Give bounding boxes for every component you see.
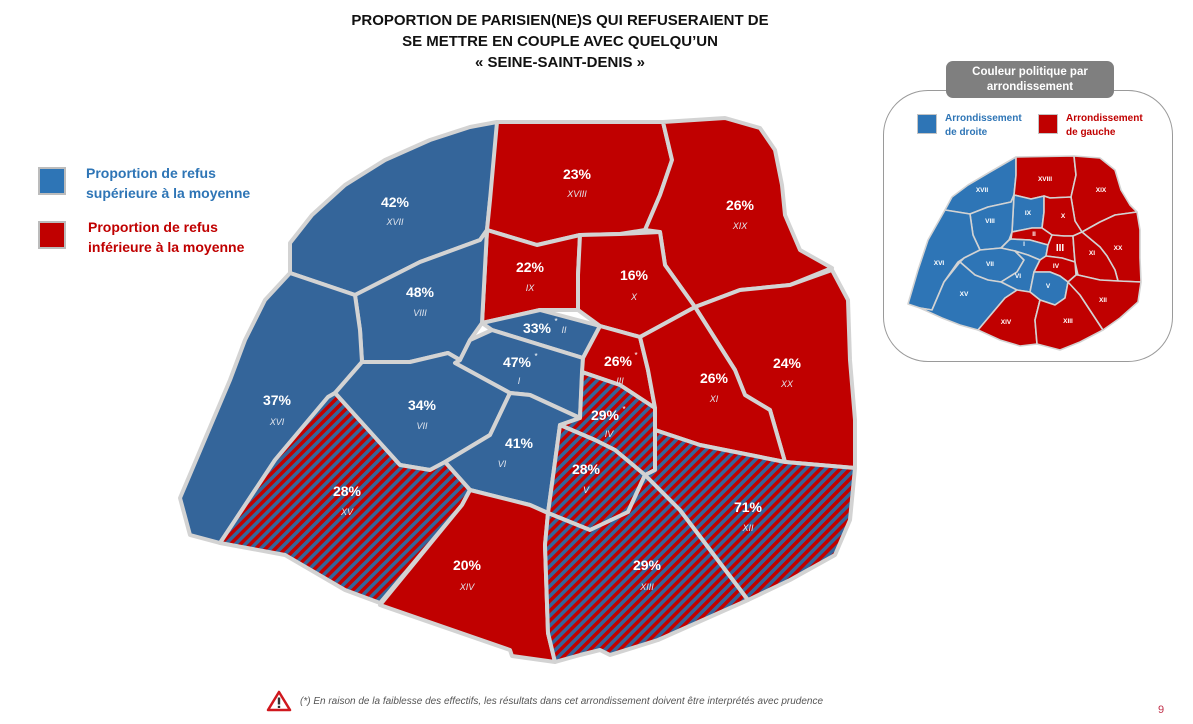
inset-roman-XVI: XVI <box>934 260 945 267</box>
inset-roman-VI: VI <box>1015 273 1021 280</box>
roman-XII: XII <box>741 523 754 533</box>
inset-legend-left: Arrondissement de gauche <box>1038 112 1143 140</box>
inset-roman-XI: XI <box>1089 250 1095 257</box>
roman-XVIII: XVIII <box>566 189 587 199</box>
roman-IX: IX <box>526 283 536 293</box>
pct-IX: 22% <box>516 259 545 275</box>
pct-V: 28% <box>572 461 601 477</box>
inset-roman-X: X <box>1061 213 1066 220</box>
legend-swatch-red <box>38 221 66 249</box>
inset-roman-II: II <box>1032 231 1036 238</box>
title-line-3: « SEINE-SAINT-DENIS » <box>474 54 646 71</box>
inset-roman-XX: XX <box>1114 245 1123 252</box>
pct-XIV: 20% <box>453 557 482 573</box>
inset-left-line1: Arrondissement <box>1066 113 1143 124</box>
roman-XIII: XIII <box>639 582 654 592</box>
warning-icon <box>266 690 292 712</box>
roman-VIII: VIII <box>413 308 427 318</box>
roman-XI: XI <box>709 394 719 404</box>
pct-XX: 24% <box>773 355 802 371</box>
inset-labels: XVII XVIII XIX IX X VIII II I III XI XX … <box>934 176 1123 326</box>
pct-XV: 28% <box>333 483 362 499</box>
legend-above-line1: Proportion de refus <box>86 165 216 181</box>
roman-XVI: XVI <box>269 417 285 427</box>
legend-below-line1: Proportion de refus <box>88 219 218 235</box>
district-XIII[interactable] <box>543 473 750 664</box>
pct-X: 16% <box>620 267 649 283</box>
footnote: (*) En raison de la faiblesse des effect… <box>266 690 823 712</box>
inset-roman-IV: IV <box>1053 263 1060 270</box>
star-III: * <box>634 351 637 360</box>
inset-roman-V: V <box>1046 283 1051 290</box>
inset-swatch-red <box>1038 114 1058 134</box>
pct-XIII: 29% <box>633 557 662 573</box>
political-color-header: Couleur politique par arrondissement <box>946 61 1114 98</box>
inset-roman-XII: XII <box>1099 297 1107 304</box>
pct-IV: 29% <box>591 407 620 423</box>
pct-XIX: 26% <box>726 197 755 213</box>
roman-II: II <box>561 325 567 335</box>
pct-XVI: 37% <box>263 392 292 408</box>
roman-XVII: XVII <box>385 217 404 227</box>
pct-XI: 26% <box>700 370 729 386</box>
pct-VII: 34% <box>408 397 437 413</box>
inset-swatch-blue <box>917 114 937 134</box>
legend-swatch-blue <box>38 167 66 195</box>
star-IV: * <box>622 405 625 414</box>
legend-below-line2: inférieure à la moyenne <box>88 239 245 255</box>
inset-roman-VIII: VIII <box>985 218 995 225</box>
inset-left-line2: de gauche <box>1066 127 1116 138</box>
inset-roman-I: I <box>1023 241 1025 248</box>
pct-VIII: 48% <box>406 284 435 300</box>
inset-roman-XV: XV <box>960 291 969 298</box>
star-I: * <box>534 352 537 361</box>
page-title: PROPORTION DE PARISIEN(NE)S QUI REFUSERA… <box>300 10 820 73</box>
roman-III: III <box>616 376 624 386</box>
inset-roman-XVII: XVII <box>976 187 988 194</box>
inset-roman-XIX: XIX <box>1096 187 1107 194</box>
district-XI[interactable] <box>638 305 787 464</box>
pct-XVIII: 23% <box>563 166 592 182</box>
pct-XII: 71% <box>734 499 763 515</box>
roman-XX: XX <box>780 379 794 389</box>
roman-VI: VI <box>498 459 507 469</box>
star-II: * <box>554 317 557 326</box>
pct-I: 47% <box>503 354 532 370</box>
pct-III: 26% <box>604 353 633 369</box>
inset-right-line1: Arrondissement <box>945 113 1022 124</box>
footnote-text: (*) En raison de la faiblesse des effect… <box>300 695 824 707</box>
inset-district-XII[interactable] <box>1067 274 1142 331</box>
legend-above-line2: supérieure à la moyenne <box>86 185 251 201</box>
roman-XIX: XIX <box>732 221 749 231</box>
roman-VII: VII <box>416 421 428 431</box>
pct-VI: 41% <box>505 435 534 451</box>
inset-legend-right: Arrondissement de droite <box>917 112 1022 140</box>
roman-V: V <box>583 485 590 495</box>
roman-IV: IV <box>605 429 615 439</box>
inset-roman-VII: VII <box>986 261 994 268</box>
legend-below-average: Proportion de refus inférieure à la moye… <box>38 217 244 257</box>
legend-above-average: Proportion de refus supérieure à la moye… <box>38 163 250 203</box>
map-labels: 42% XVII 23% XVIII 26% XIX 22% IX 16% X … <box>263 166 802 592</box>
pct-XVII: 42% <box>381 194 410 210</box>
roman-XIV: XIV <box>459 582 476 592</box>
title-line-1: PROPORTION DE PARISIEN(NE)S QUI REFUSERA… <box>351 12 769 29</box>
title-line-2: SE METTRE EN COUPLE AVEC QUELQU’UN <box>402 33 718 50</box>
inset-roman-IX: IX <box>1025 210 1032 217</box>
roman-X: X <box>630 292 638 302</box>
roman-XV: XV <box>340 507 354 517</box>
inset-roman-XIV: XIV <box>1001 319 1012 326</box>
district-XII[interactable] <box>643 428 857 602</box>
page-number: 9 <box>1158 704 1165 716</box>
pct-II: 33% <box>523 320 552 336</box>
roman-I: I <box>518 376 521 386</box>
inset-roman-XIII: XIII <box>1063 318 1073 325</box>
inset-roman-III: III <box>1056 243 1065 254</box>
inset-roman-XVIII: XVIII <box>1038 176 1052 183</box>
inset-right-line2: de droite <box>945 127 988 138</box>
